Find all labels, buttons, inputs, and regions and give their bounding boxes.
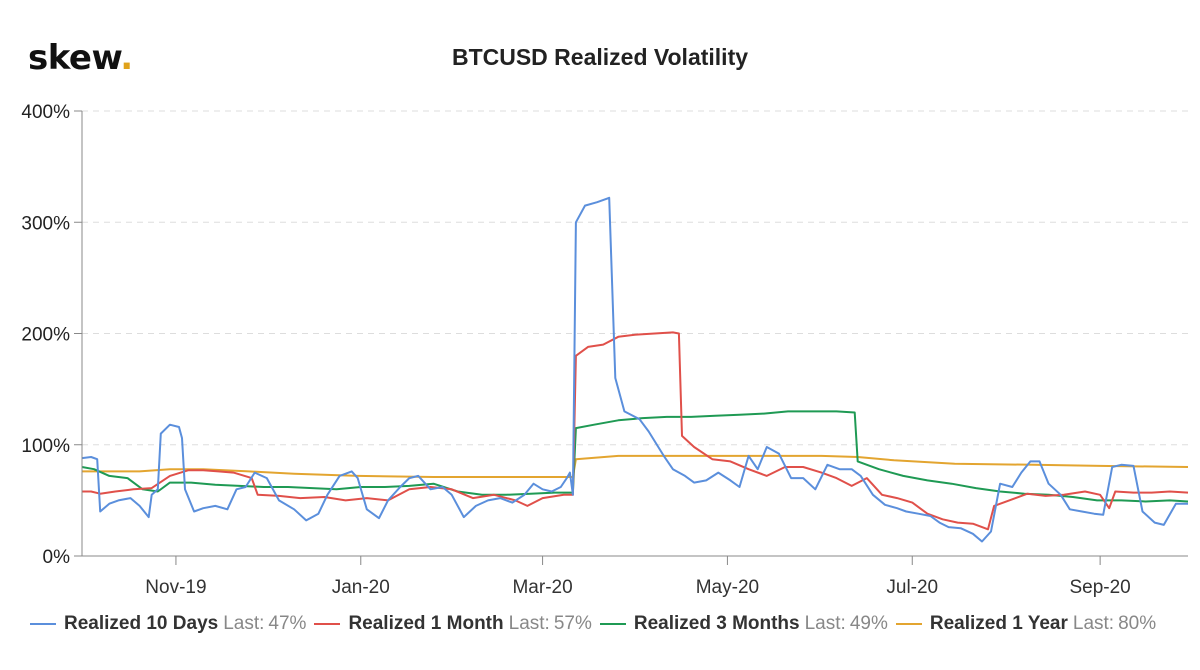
x-tick-label: Nov-19	[145, 577, 206, 598]
legend-last-value: 49%	[849, 613, 888, 634]
legend-series-name: Realized 1 Month	[348, 613, 504, 634]
legend-item[interactable]: Realized 3 Months Last: 49%	[599, 613, 888, 635]
x-tick-label: Mar-20	[512, 577, 572, 598]
skew-logo: skew.	[28, 38, 133, 78]
y-tick-label: 300%	[21, 213, 70, 234]
legend-item[interactable]: Realized 10 Days Last: 47%	[30, 613, 306, 635]
x-tick-label: Sep-20	[1069, 577, 1130, 598]
x-tick-label: Jan-20	[332, 577, 390, 598]
legend-series-name: Realized 10 Days	[64, 613, 219, 634]
legend-item[interactable]: Realized 1 Month Last: 57%	[314, 613, 592, 635]
x-axis-ticks: Nov-19 Jan-20 Mar-20 May-20 Jul-20 Sep-20	[145, 556, 1131, 598]
legend-last-label: Last:	[804, 613, 846, 634]
legend-series-name: Realized 1 Year	[929, 613, 1068, 634]
legend-swatch	[314, 623, 341, 625]
legend: Realized 10 Days Last: 47% Realized 1 Month…	[30, 610, 1190, 638]
legend-swatch	[599, 623, 626, 625]
legend-swatch	[895, 623, 922, 625]
legend-last-label: Last:	[1072, 613, 1115, 634]
legend-last-value: 57%	[553, 613, 592, 634]
series-line-3	[82, 454, 1189, 478]
gridlines	[82, 110, 1188, 446]
legend-swatch	[30, 623, 56, 625]
volatility-chart: 0% 100% 200% 300% 400% Nov-19 Jan-20 Mar-20 May…	[21, 102, 1189, 598]
x-tick-label: Jul-20	[886, 577, 938, 598]
legend-item[interactable]: Realized 1 Year Last: 80%	[895, 613, 1157, 635]
series-lines	[81, 196, 1189, 543]
series-line-0	[81, 196, 1188, 543]
legend-last-label: Last:	[223, 613, 265, 634]
y-axis-ticks: 0% 100% 200% 300% 400%	[21, 102, 82, 568]
y-tick-label: 400%	[21, 102, 70, 123]
legend-last-value: 47%	[268, 613, 307, 634]
x-tick-label: May-20	[696, 577, 759, 598]
y-tick-label: 100%	[21, 436, 70, 457]
series-line-2	[81, 410, 1189, 503]
chart-title: BTCUSD Realized Volatility	[451, 44, 749, 70]
legend-last-value: 80%	[1118, 613, 1157, 634]
y-tick-label: 0%	[43, 547, 71, 568]
series-line-1	[82, 331, 1189, 531]
legend-series-name: Realized 3 Months	[633, 613, 800, 634]
legend-last-label: Last:	[508, 613, 550, 634]
y-tick-label: 200%	[21, 325, 70, 346]
